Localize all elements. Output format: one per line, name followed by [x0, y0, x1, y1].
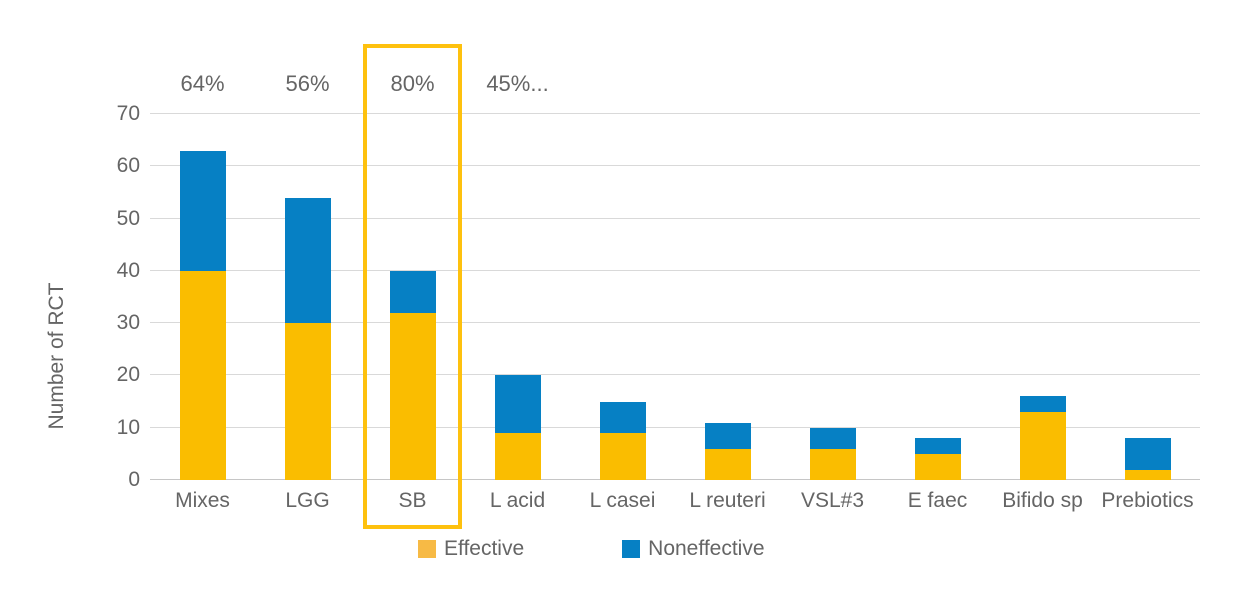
legend-swatch-noneffective [622, 540, 641, 558]
bar-e-faec [914, 438, 961, 480]
plot-area [150, 113, 1200, 480]
bar-segment-effective-bifido-sp [1019, 412, 1066, 480]
category-slot-vsl-3 [780, 114, 885, 480]
legend-label-effective: Effective [444, 537, 525, 560]
x-axis-label-vsl-3: VSL#3 [800, 489, 865, 512]
category-slot-prebiotics [1095, 114, 1200, 480]
bar-segment-noneffective-sb [389, 270, 436, 313]
legend-item-noneffective: Noneffective [622, 537, 765, 561]
sb-highlight-box [363, 44, 462, 529]
x-axis-label-prebiotics: Prebiotics [1101, 489, 1194, 512]
y-tick-label-60: 60 [116, 154, 140, 177]
bar-lgg [284, 197, 331, 480]
y-tick-label-70: 70 [116, 102, 140, 125]
gridline-y70 [150, 113, 1200, 114]
bar-segment-effective-prebiotics [1124, 469, 1171, 480]
bar-bifido-sp [1019, 396, 1066, 480]
bar-segment-effective-l-acid [494, 432, 541, 480]
x-axis-label-lgg: LGG [285, 489, 330, 512]
bar-segment-noneffective-prebiotics [1124, 438, 1171, 470]
bar-sb [389, 270, 436, 480]
bar-segment-effective-vsl-3 [809, 448, 856, 480]
y-axis-title: Number of RCT [45, 282, 68, 430]
percent-label-mixes: 64% [180, 71, 225, 96]
legend-label-noneffective: Noneffective [648, 537, 765, 560]
bar-segment-effective-mixes [179, 270, 226, 480]
x-axis-label-bifido-sp: Bifido sp [1002, 489, 1083, 512]
x-axis-label-e-faec: E faec [907, 489, 968, 512]
x-axis-label-mixes: Mixes [175, 489, 230, 512]
legend-item-effective: Effective [418, 537, 524, 561]
bar-segment-effective-sb [389, 312, 436, 480]
bar-l-casei [599, 401, 646, 480]
bar-segment-noneffective-mixes [179, 150, 226, 271]
x-axis-label-l-casei: L casei [589, 489, 656, 512]
bar-segment-noneffective-bifido-sp [1019, 396, 1066, 412]
y-tick-label-10: 10 [116, 416, 140, 439]
bar-segment-noneffective-l-acid [494, 375, 541, 433]
x-axis-label-sb: SB [398, 489, 427, 512]
bar-segment-noneffective-l-reuteri [704, 422, 751, 449]
percent-label-l-acid: 45%... [486, 71, 549, 96]
x-axis-label-l-reuteri: L reuteri [689, 489, 766, 512]
y-tick-label-50: 50 [116, 207, 140, 230]
gridline-y60 [150, 165, 1200, 166]
category-slot-lgg [255, 114, 360, 480]
bar-segment-effective-lgg [284, 323, 331, 480]
bar-segment-effective-l-reuteri [704, 448, 751, 480]
bar-segment-noneffective-l-casei [599, 401, 646, 433]
gridline-y50 [150, 218, 1200, 219]
bar-vsl-3 [809, 427, 856, 480]
category-slot-e-faec [885, 114, 990, 480]
y-tick-label-20: 20 [116, 363, 140, 386]
category-slot-l-reuteri [675, 114, 780, 480]
y-tick-label-40: 40 [116, 259, 140, 282]
y-tick-label-30: 30 [116, 311, 140, 334]
bar-segment-noneffective-e-faec [914, 438, 961, 454]
bar-segment-effective-l-casei [599, 432, 646, 480]
bar-l-acid [494, 375, 541, 480]
category-slot-sb [360, 114, 465, 480]
gridline-y30 [150, 322, 1200, 323]
category-slot-bifido-sp [990, 114, 1095, 480]
bar-segment-noneffective-lgg [284, 197, 331, 324]
gridline-y10 [150, 427, 1200, 428]
percent-label-sb: 80% [390, 71, 435, 96]
category-slot-mixes [150, 114, 255, 480]
x-axis-label-l-acid: L acid [489, 489, 546, 512]
bar-prebiotics [1124, 438, 1171, 480]
category-slot-l-acid [465, 114, 570, 480]
bar-l-reuteri [704, 422, 751, 480]
legend-swatch-effective [418, 540, 436, 558]
bar-segment-effective-e-faec [914, 453, 961, 480]
category-slot-l-casei [570, 114, 675, 480]
percent-label-lgg: 56% [285, 71, 330, 96]
legend: Effective Noneffective [418, 537, 765, 561]
x-axis-line [150, 479, 1200, 480]
gridline-y40 [150, 270, 1200, 271]
bar-segment-noneffective-vsl-3 [809, 427, 856, 449]
bar-mixes [179, 150, 226, 480]
y-tick-label-0: 0 [128, 468, 140, 491]
gridline-y20 [150, 374, 1200, 375]
